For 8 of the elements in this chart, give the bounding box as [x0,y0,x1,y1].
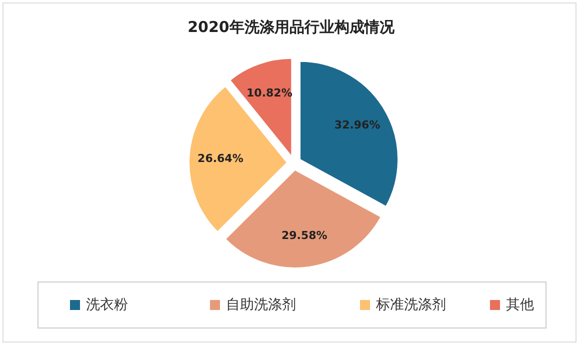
data-label: 32.96% [334,118,380,132]
legend-label: 标准洗涤剂 [375,296,446,313]
data-label: 29.58% [281,228,328,242]
legend-label: 洗衣粉 [86,296,128,313]
legend-label: 自助洗涤剂 [226,296,296,313]
data-label: 26.64% [198,152,244,166]
chart-title: 2020年洗涤用品行业构成情况 [188,18,396,36]
legend-label: 其他 [506,296,534,313]
